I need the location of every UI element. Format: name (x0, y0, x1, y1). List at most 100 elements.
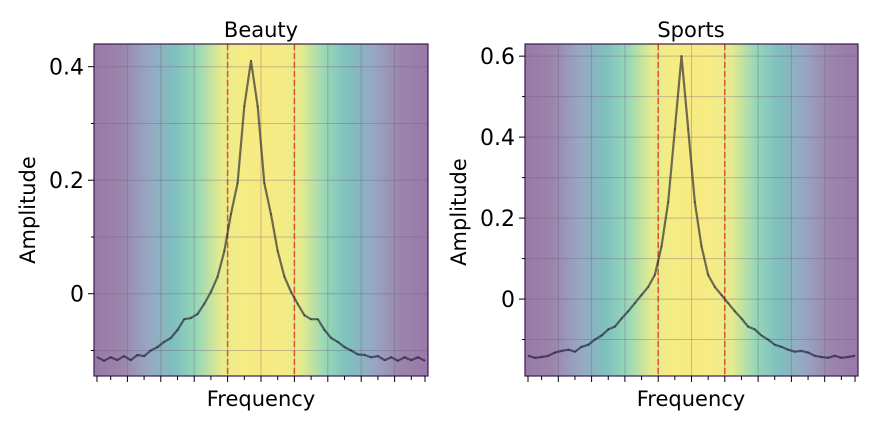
data-point (627, 310, 630, 313)
data-point (370, 356, 373, 359)
data-point (714, 286, 716, 288)
data-point (196, 313, 199, 315)
data-point (727, 302, 729, 304)
plot-background (94, 44, 428, 376)
data-point (847, 356, 849, 358)
data-point (123, 355, 125, 357)
data-point (190, 317, 192, 319)
data-point (833, 354, 836, 357)
data-point (270, 213, 272, 216)
data-point (330, 337, 332, 339)
data-point (323, 329, 326, 331)
plot-background (525, 44, 858, 376)
data-point (256, 105, 259, 108)
chart-panel-beauty: 0 0.2 0.4 Beauty Frequency Amplitude (16, 18, 429, 411)
y-axis-label: Amplitude (16, 156, 40, 264)
data-point (417, 356, 419, 359)
data-point (337, 341, 339, 343)
data-point (163, 341, 165, 343)
data-point (276, 250, 279, 252)
data-point (283, 275, 286, 278)
data-point (587, 344, 590, 346)
data-point (660, 245, 663, 248)
x-ticks (527, 376, 856, 382)
data-point (694, 201, 696, 203)
data-point (574, 350, 576, 353)
data-point (290, 291, 292, 293)
data-point (773, 344, 776, 346)
data-point (800, 350, 803, 352)
data-point (243, 105, 246, 108)
data-point (527, 354, 530, 357)
y-axis-label: Amplitude (447, 158, 471, 266)
x-axis-label: Frequency (637, 387, 746, 411)
x-ticks (96, 376, 426, 382)
data-point (793, 350, 796, 353)
data-point (674, 128, 676, 130)
data-point (780, 346, 783, 348)
y-tick-label: 0.4 (49, 56, 84, 81)
y-tick-label: 0.4 (480, 126, 515, 151)
data-point (250, 60, 252, 62)
data-point (634, 302, 636, 304)
chart-title: Sports (657, 18, 724, 42)
data-point (733, 310, 736, 313)
data-point (203, 303, 206, 305)
data-point (96, 356, 99, 359)
data-point (149, 349, 152, 352)
data-point (820, 356, 823, 358)
data-point (654, 273, 656, 276)
data-point (397, 359, 399, 362)
data-point (760, 334, 763, 337)
data-point (390, 356, 393, 359)
x-axis-label: Frequency (207, 387, 316, 411)
data-point (700, 245, 703, 248)
data-point (136, 354, 139, 356)
y-tick-label: 0.2 (49, 169, 84, 194)
y-tick-label: 0 (70, 283, 84, 308)
series-line (96, 59, 426, 362)
data-point (747, 325, 749, 328)
data-point (753, 328, 756, 331)
data-point (357, 353, 359, 356)
data-point (236, 182, 239, 184)
y-ticks: 0 0.2 0.4 0.6 (480, 45, 525, 341)
series (96, 59, 426, 362)
data-point (403, 356, 406, 359)
data-point (143, 355, 145, 357)
data-point (210, 291, 212, 293)
data-point (640, 294, 643, 296)
data-point (620, 317, 623, 320)
data-point (840, 356, 843, 359)
data-point (740, 317, 743, 320)
data-point (423, 359, 426, 362)
data-point (580, 346, 583, 348)
data-point (853, 354, 856, 357)
y-tick-label: 0.6 (480, 45, 515, 70)
data-point (377, 355, 379, 357)
data-point (316, 318, 319, 321)
data-point (350, 349, 352, 352)
chart-panel-sports: 0 0.2 0.4 0.6 Sports Frequency Amplitude (447, 18, 859, 411)
data-point (116, 359, 119, 361)
data-point (383, 359, 386, 361)
data-point (303, 314, 306, 317)
data-point (767, 338, 769, 341)
data-point (600, 334, 603, 337)
data-point (223, 250, 226, 252)
data-point (614, 325, 616, 328)
data-point (554, 351, 556, 354)
data-point (343, 346, 346, 348)
data-point (176, 329, 179, 331)
data-point (109, 356, 112, 359)
data-point (170, 337, 172, 339)
data-point (707, 273, 709, 276)
data-point (560, 350, 563, 352)
data-point (410, 359, 413, 361)
data-point (547, 354, 550, 357)
data-point (607, 328, 610, 331)
data-point (567, 348, 570, 351)
data-point (230, 213, 232, 216)
data-point (787, 348, 789, 351)
